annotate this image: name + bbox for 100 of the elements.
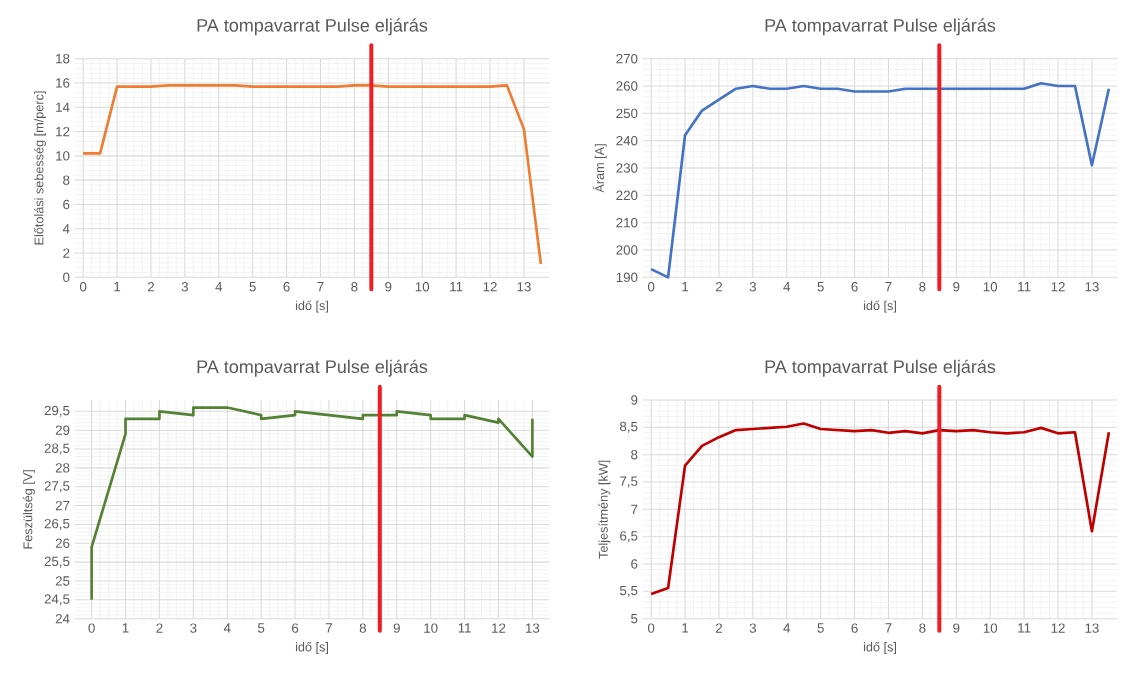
x-tick-label: 6 [283,282,290,292]
x-tick-label: 12 [483,282,497,292]
x-tick-label: 9 [393,623,400,633]
y-tick-label: 250 [616,108,638,119]
y-tick-label: 220 [616,190,638,201]
y-tick-label: 6 [631,559,638,569]
x-tick-label: 10 [983,282,998,292]
x-tick-label: 13 [517,282,531,292]
y-tick-label: 28 [55,463,70,473]
x-tick-label: 13 [525,623,540,633]
x-tick-label: 12 [1051,282,1065,292]
y-tick-label: 27,5 [44,481,70,493]
x-tick-label: 1 [682,282,689,292]
y-axis-title: Feszültség [V] [22,470,35,549]
x-tick-label: 1 [682,623,689,633]
x-tick-label: 7 [317,282,324,292]
x-tick-label: 10 [415,282,430,292]
x-axis-title: idő [s] [863,641,896,654]
x-tick-label: 8 [919,623,926,633]
x-tick-label: 4 [215,282,223,292]
y-tick-label: 240 [616,135,638,146]
x-axis-title: idő [s] [295,300,328,313]
y-tick-label: 29,5 [44,405,70,417]
x-tick-label: 9 [385,282,392,292]
chart-title: PA tompavarrat Pulse eljárás [197,18,428,36]
x-tick-label: 8 [919,282,926,292]
y-tick-label: 260 [616,81,638,91]
x-tick-label: 8 [359,623,366,633]
y-tick-label: 2 [63,248,70,258]
chart-title: PA tompavarrat Pulse eljárás [765,359,996,377]
chart-title: PA tompavarrat Pulse eljárás [197,359,428,377]
chart-title: PA tompavarrat Pulse eljárás [765,18,996,36]
y-tick-label: 26 [55,538,70,548]
x-tick-label: 5 [817,282,824,292]
y-tick-label: 29 [55,425,70,435]
x-tick-label: 1 [122,623,129,633]
x-tick-label: 11 [1018,623,1031,633]
x-tick-label: 0 [79,282,87,292]
x-tick-label: 1 [114,282,121,292]
x-tick-label: 2 [156,623,163,633]
x-tick-label: 3 [749,623,756,633]
y-tick-label: 6 [63,199,70,210]
x-tick-label: 3 [190,623,197,633]
y-axis-title: Teljesítmény [kW] [598,460,611,559]
y-tick-label: 25 [55,576,70,586]
x-tick-label: 7 [325,623,332,633]
x-axis-title: idő [s] [295,641,328,654]
x-tick-label: 11 [450,282,463,292]
y-tick-label: 4 [62,224,70,234]
y-tick-label: 8 [63,175,70,185]
y-tick-label: 14 [56,102,70,112]
y-tick-label: 18 [56,53,70,64]
x-tick-label: 2 [715,282,722,292]
y-tick-label: 5,5 [619,585,638,597]
x-tick-label: 6 [292,623,299,633]
x-tick-label: 13 [1085,282,1099,292]
y-tick-label: 230 [616,163,638,173]
y-tick-label: 5 [631,614,638,624]
x-tick-label: 2 [147,282,155,292]
y-tick-label: 28,5 [44,443,70,455]
y-tick-label: 200 [616,245,638,255]
y-tick-label: 10 [56,151,70,161]
x-tick-label: 4 [223,623,231,633]
x-tick-label: 6 [851,623,858,633]
x-tick-label: 0 [88,623,95,633]
y-tick-label: 7,5 [620,476,638,488]
x-tick-label: 13 [1085,623,1099,633]
y-tick-label: 25,5 [44,556,70,568]
y-tick-label: 0 [63,272,70,283]
y-tick-label: 6,5 [620,531,638,543]
x-tick-label: 5 [257,623,265,633]
x-tick-label: 10 [424,623,438,633]
x-tick-label: 7 [885,623,892,633]
y-tick-label: 8,5 [620,421,638,433]
x-tick-label: 9 [953,282,960,292]
y-tick-label: 210 [616,217,638,228]
x-tick-label: 8 [351,282,358,292]
x-tick-label: 11 [458,623,471,633]
x-tick-label: 7 [885,282,892,292]
x-tick-label: 11 [1018,282,1031,292]
y-tick-label: 26,5 [44,518,70,530]
y-tick-label: 8 [631,449,638,460]
y-tick-label: 270 [616,53,638,64]
x-tick-label: 5 [817,623,824,633]
x-tick-label: 4 [783,623,791,633]
x-tick-label: 3 [749,282,756,292]
y-tick-label: 16 [56,78,70,88]
x-tick-label: 2 [715,623,722,633]
line-series [90,406,534,602]
y-tick-label: 190 [616,272,638,283]
x-tick-label: 3 [181,282,188,292]
y-axis-title: Áram [A] [592,144,607,193]
y-tick-label: 9 [631,395,638,405]
x-tick-label: 6 [851,282,858,292]
x-tick-label: 0 [647,623,655,633]
y-tick-label: 12 [56,126,70,137]
x-tick-label: 9 [953,623,960,633]
y-axis-title: Előtolási sebesség [m/perc] [34,91,46,245]
y-tick-label: 24 [55,614,70,624]
x-tick-label: 10 [983,623,998,633]
